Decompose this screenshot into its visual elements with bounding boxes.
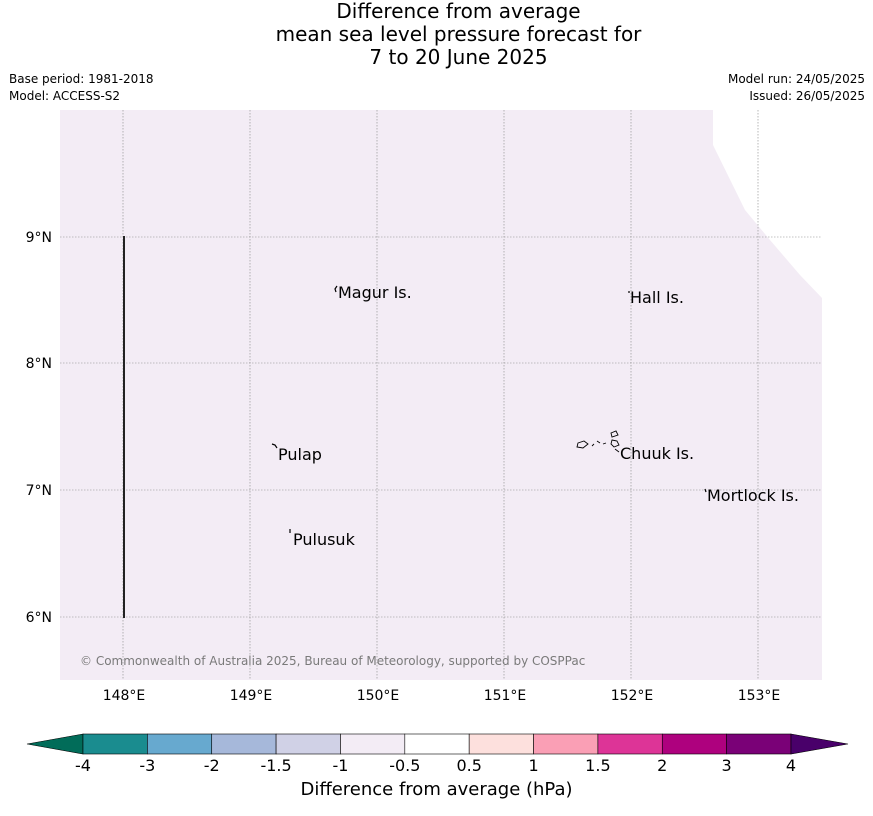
colorbar-label: Difference from average (hPa) — [300, 779, 573, 800]
label-pulusuk: Pulusuk — [293, 530, 356, 549]
meta-left: Base period: 1981-2018 Model: ACCESS-S2 — [9, 71, 154, 105]
map-area — [60, 110, 822, 680]
island-magur — [334, 285, 338, 293]
label-chuuk-is: Chuuk Is. — [620, 444, 694, 463]
colorbar-tick-label: 1.5 — [585, 756, 611, 775]
meta-right: Model run: 24/05/2025 Issued: 26/05/2025 — [728, 71, 865, 105]
label-mortlock-is: Mortlock Is. — [707, 486, 799, 505]
base-period-text: Base period: 1981-2018 — [9, 72, 154, 86]
colorbar-over-arrow — [790, 733, 849, 755]
lon-tick-label-151e: 151°E — [484, 688, 527, 704]
label-magur-is: Magur Is. — [338, 283, 412, 302]
colorbar-tick-label: 1 — [528, 756, 539, 775]
lat-tick-label-8n: 8°N — [26, 356, 52, 372]
issued-text: Issued: 26/05/2025 — [749, 89, 865, 103]
title-line-1: Difference from average — [336, 0, 581, 23]
island-chuuk-lagoon — [576, 430, 620, 453]
colorbar-tick-label: 4 — [785, 756, 797, 775]
lon-tick-label-149e: 149°E — [230, 688, 273, 704]
label-pulap: Pulap — [278, 445, 322, 464]
map-title: Difference from average mean sea level p… — [0, 0, 873, 69]
lon-tick-label-150e: 150°E — [357, 688, 400, 704]
colorbar-segment — [597, 733, 663, 755]
title-line-2: mean sea level pressure forecast for — [275, 22, 642, 46]
colorbar-segment — [404, 733, 470, 755]
colorbar — [26, 733, 849, 755]
colorbar-tick-label: 2 — [657, 756, 668, 775]
colorbar-tick-label: -2 — [203, 756, 220, 775]
colorbar-tick-label: -1 — [332, 756, 349, 775]
model-text: Model: ACCESS-S2 — [9, 89, 121, 103]
title-line-3: 7 to 20 June 2025 — [369, 45, 548, 69]
colorbar-tick-label: -4 — [75, 756, 91, 775]
colorbar-segment — [340, 733, 406, 755]
colorbar-tick-label: -3 — [139, 756, 156, 775]
colorbar-segment — [533, 733, 599, 755]
colorbar-segment — [726, 733, 792, 755]
island-outlines — [271, 285, 707, 533]
colorbar-tick-label: -1.5 — [260, 756, 292, 775]
island-pulap — [271, 443, 278, 449]
colorbar-tick-label: -0.5 — [389, 756, 421, 775]
model-run-text: Model run: 24/05/2025 — [727, 72, 865, 86]
colorbar-segment — [275, 733, 341, 755]
colorbar-segment — [147, 733, 213, 755]
label-hall-is: Hall Is. — [630, 288, 684, 307]
copyright-text: © Commonwealth of Australia 2025, Bureau… — [80, 654, 585, 668]
colorbar-segment — [661, 733, 727, 755]
lat-tick-label-6n: 6°N — [26, 610, 52, 626]
lon-tick-label-148e: 148°E — [103, 688, 146, 704]
no-data-region — [713, 110, 822, 298]
colorbar-segment — [468, 733, 534, 755]
lat-tick-label-7n: 7°N — [26, 483, 52, 499]
colorbar-segment — [211, 733, 277, 755]
colorbar-segment — [82, 733, 148, 755]
lon-tick-label-152e: 152°E — [611, 688, 654, 704]
colorbar-tick-label: 0.5 — [456, 756, 482, 775]
colorbar-tick-label: 3 — [721, 756, 732, 775]
lat-tick-label-9n: 9°N — [26, 230, 52, 246]
island-mortlock — [704, 488, 707, 493]
colorbar-under-arrow — [26, 733, 84, 755]
lon-tick-label-153e: 153°E — [738, 688, 781, 704]
